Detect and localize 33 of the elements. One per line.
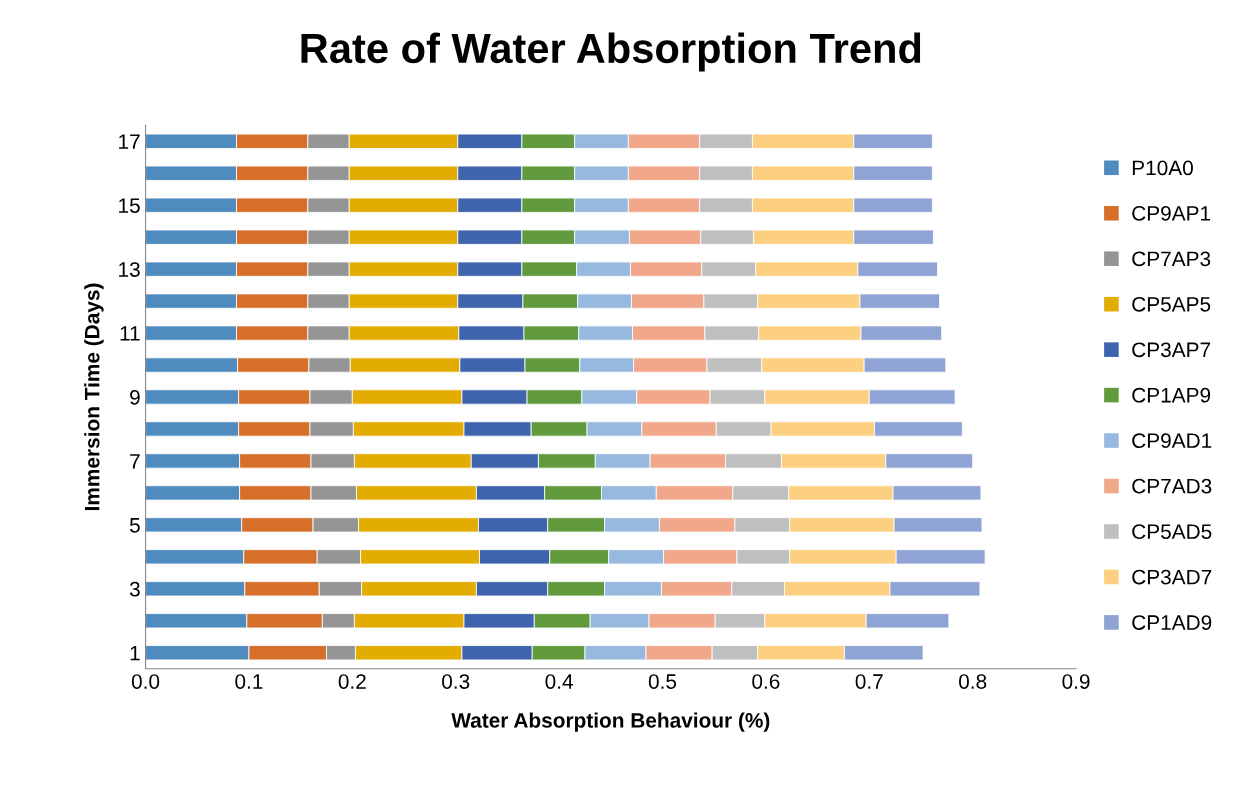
legend-label: CP1AD9: [1132, 615, 1212, 630]
y-tick-label: 9: [130, 390, 140, 405]
y-tick-label: 15: [119, 198, 140, 213]
y-tick-label: 17: [119, 134, 140, 149]
y-tick-label: 11: [120, 326, 140, 341]
x-tick-label: 0.4: [545, 674, 573, 689]
legend-label: CP1AP9: [1132, 387, 1211, 403]
legend-label: CP5AD5: [1132, 524, 1212, 539]
x-tick-label: 0.8: [959, 674, 987, 689]
x-tick-label: 0.1: [235, 674, 263, 689]
legend-label: CP7AP3: [1132, 251, 1211, 267]
x-tick-label: 0.7: [855, 674, 883, 689]
y-tick-label: 5: [129, 518, 140, 533]
y-tick-label: 7: [130, 454, 140, 469]
legend-label: CP3AP7: [1132, 342, 1211, 358]
legend-label: CP7AD3: [1132, 478, 1212, 494]
chart-title: Rate of Water Absorption Trend: [301, 32, 921, 72]
x-tick-label: 0.9: [1062, 674, 1090, 689]
y-tick-label: 13: [119, 262, 140, 277]
x-tick-label: 0.3: [442, 674, 470, 689]
x-tick-label: 0.6: [752, 674, 780, 689]
y-axis-title: Immersion Time (Days): [84, 283, 104, 511]
legend-label: CP9AD1: [1132, 433, 1212, 449]
legend-label: CP3AD7: [1132, 569, 1212, 585]
x-tick-label: 0.0: [131, 674, 160, 689]
y-tick-label: 3: [129, 581, 140, 597]
x-tick-label: 0.5: [648, 674, 677, 689]
y-tick-label: 1: [130, 645, 140, 661]
x-tick-label: 0.2: [338, 674, 366, 689]
x-axis-title: Water Absorption Behaviour (%): [451, 712, 770, 732]
legend-label: P10A0: [1132, 160, 1193, 176]
legend-label: CP9AP1: [1132, 206, 1211, 221]
legend-label: CP5AP5: [1132, 296, 1211, 312]
